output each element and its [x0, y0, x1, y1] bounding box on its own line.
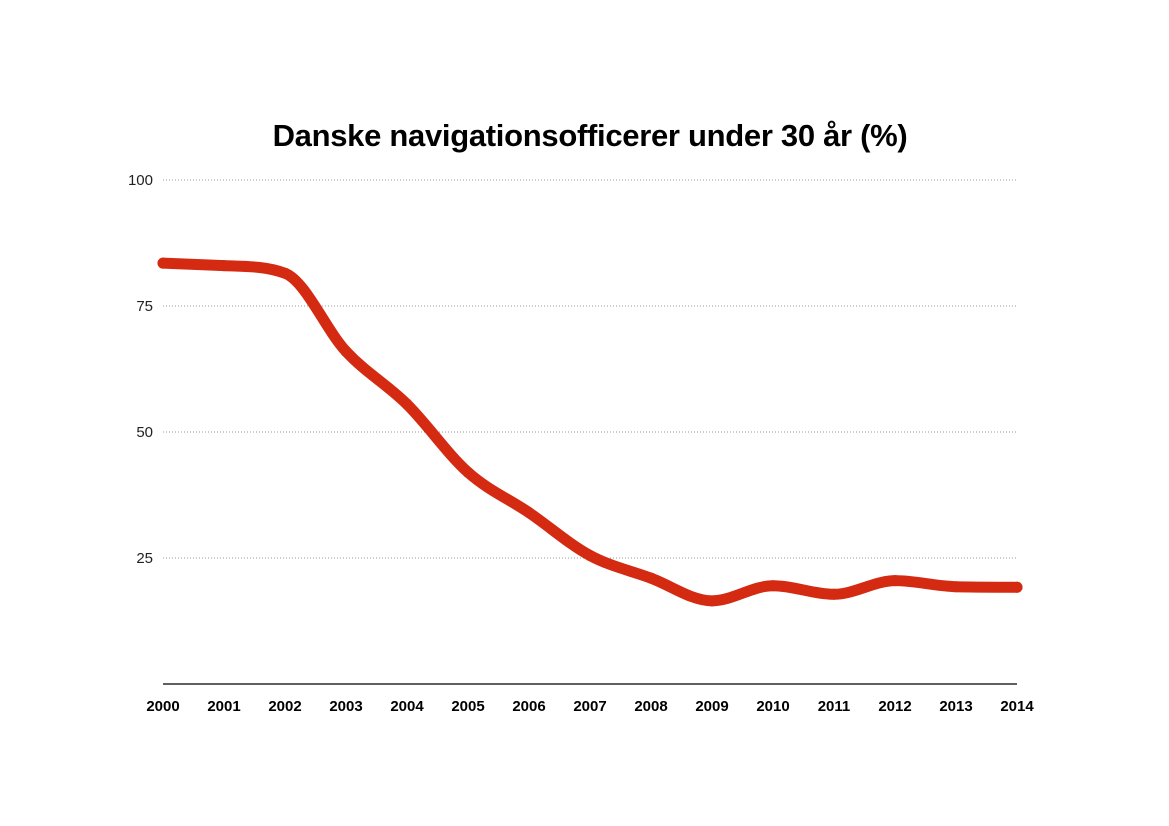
x-axis-labels: 2000 2001 2002 2003 2004 2005 2006 2007 2008 2009…	[146, 698, 1034, 715]
x-tick-label-2011: 2011	[818, 698, 851, 715]
series-layer	[157, 257, 1023, 607]
y-tick-label-25: 25	[136, 550, 153, 567]
data-point-2013	[950, 581, 962, 593]
chart-title: Danske navigationsofficerer under 30 år …	[272, 118, 908, 153]
x-tick-label-2012: 2012	[878, 698, 911, 715]
y-axis-labels: 25 50 75 100	[128, 172, 153, 567]
x-tick-label-2003: 2003	[329, 698, 362, 715]
x-tick-label-2004: 2004	[390, 698, 424, 715]
x-tick-label-2001: 2001	[207, 698, 240, 715]
grid-layer	[163, 179, 1017, 559]
data-point-2014	[1011, 581, 1023, 593]
data-point-2001	[218, 260, 230, 272]
y-tick-label-50: 50	[136, 424, 153, 441]
x-tick-label-2013: 2013	[939, 698, 972, 715]
x-tick-label-2000: 2000	[146, 698, 179, 715]
x-tick-label-2005: 2005	[451, 698, 484, 715]
y-tick-label-100: 100	[128, 172, 153, 189]
data-point-2011	[828, 588, 840, 600]
x-tick-label-2010: 2010	[756, 698, 789, 715]
data-point-2006	[523, 507, 535, 519]
x-tick-label-2007: 2007	[573, 698, 606, 715]
data-point-2004	[401, 398, 413, 410]
x-tick-label-2008: 2008	[634, 698, 667, 715]
y-tick-label-75: 75	[136, 298, 153, 315]
data-point-2008	[645, 572, 657, 584]
x-tick-label-2009: 2009	[695, 698, 728, 715]
data-point-2002	[279, 267, 291, 279]
data-point-2010	[767, 580, 779, 592]
x-tick-label-2006: 2006	[512, 698, 545, 715]
data-point-2007	[584, 549, 596, 561]
data-point-2003	[340, 345, 352, 357]
x-tick-label-2002: 2002	[268, 698, 301, 715]
data-point-2012	[889, 575, 901, 587]
x-tick-label-2014: 2014	[1000, 698, 1034, 715]
series-line-0	[157, 257, 1023, 607]
data-point-2009	[706, 595, 718, 607]
data-point-2005	[462, 466, 474, 478]
data-point-2000	[157, 257, 169, 269]
